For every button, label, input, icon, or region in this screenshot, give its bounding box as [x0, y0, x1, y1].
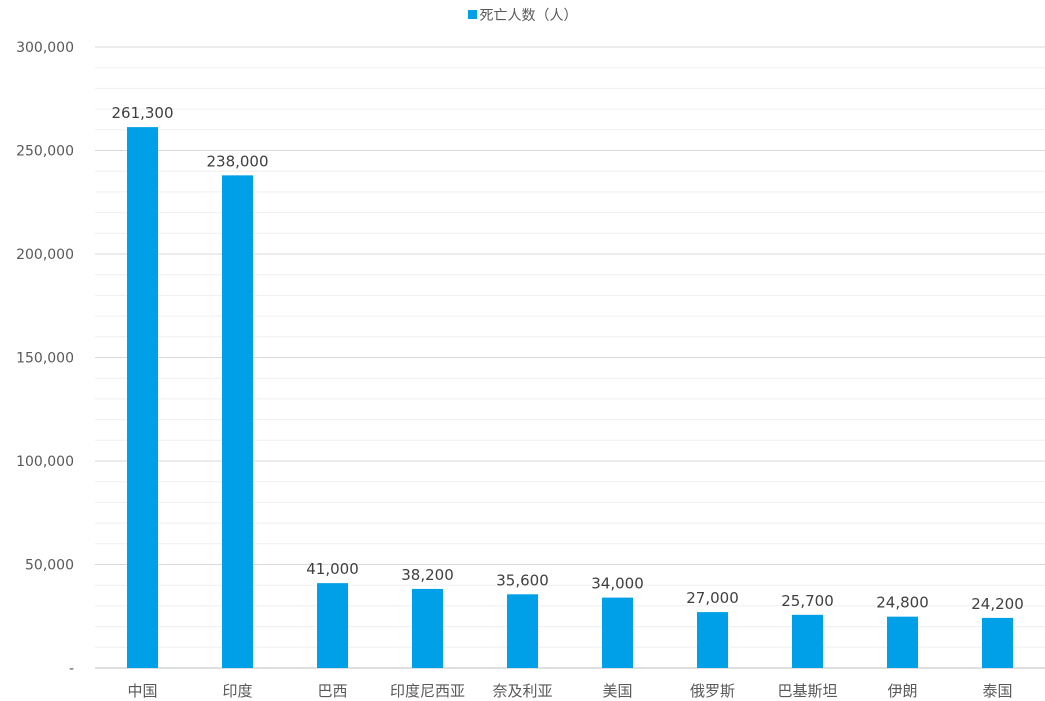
legend-label: 死亡人数（人）: [479, 8, 578, 24]
data-label: 35,600: [496, 571, 549, 589]
chart-legend: 死亡人数（人）: [0, 5, 1045, 25]
bar: [317, 583, 348, 668]
x-tick-label: 伊朗: [887, 682, 917, 700]
data-label: 38,200: [401, 566, 454, 584]
y-tick-label: 100,000: [16, 454, 74, 470]
legend-swatch: [467, 10, 477, 19]
bar: [127, 127, 158, 668]
data-label: 24,800: [876, 594, 929, 612]
x-tick-label: 奈及利亚: [492, 682, 552, 700]
x-tick-label: 巴基斯坦: [777, 682, 837, 700]
data-label: 25,700: [781, 592, 834, 610]
x-tick-label: 美国: [602, 682, 632, 700]
x-tick-label: 巴西: [317, 682, 347, 700]
x-tick-label: 印度: [222, 682, 252, 700]
x-tick-label: 泰国: [982, 682, 1012, 700]
x-tick-label: 中国: [127, 682, 157, 700]
y-tick-label: 250,000: [16, 144, 74, 160]
data-label: 27,000: [686, 589, 739, 607]
bar: [792, 614, 823, 668]
bar: [222, 175, 253, 668]
x-tick-label: 俄罗斯: [690, 682, 735, 700]
y-tick-label: 300,000: [16, 40, 74, 56]
y-tick-label: 50,000: [25, 558, 74, 574]
y-tick-label: 200,000: [16, 247, 74, 263]
x-tick-label: 印度尼西亚: [390, 682, 465, 700]
bar: [412, 588, 443, 668]
bar: [602, 597, 633, 668]
y-tick-label: -: [69, 661, 74, 677]
data-label: 261,300: [111, 104, 173, 122]
data-label: 41,000: [306, 560, 359, 578]
bar: [697, 612, 728, 668]
bar: [507, 594, 538, 668]
y-tick-label: 150,000: [16, 351, 74, 367]
data-label: 24,200: [971, 595, 1024, 613]
data-label: 238,000: [206, 152, 268, 170]
data-label: 34,000: [591, 575, 644, 593]
bar: [887, 616, 918, 668]
bar: [982, 617, 1013, 668]
